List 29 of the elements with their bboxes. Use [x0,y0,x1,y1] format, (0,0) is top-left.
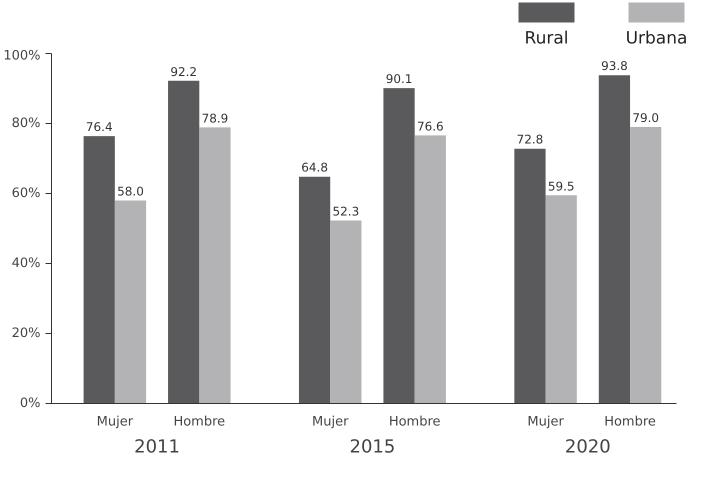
x-tick-label: Hombre [604,414,656,430]
data-label: 52.3 [332,204,360,218]
y-tick-label: 20% [12,326,41,341]
data-label: 76.6 [416,119,444,134]
data-label: 76.4 [86,120,113,134]
data-label: 78.9 [202,111,228,126]
data-label: 79.0 [632,111,660,125]
y-tick-label: 0% [20,396,40,411]
text: 2011 [134,436,180,458]
data-label: 93.8 [601,59,628,74]
x-tick-label: Mujer [527,414,564,430]
legend-label: Rural [524,28,568,48]
x-tick-label: Mujer [96,414,134,430]
y-tick-label: 40% [12,256,41,271]
y-tick-label: 80% [12,116,41,131]
data-label: 90.1 [386,72,412,86]
data-label: 92.2 [170,64,198,79]
data-label: 59.5 [548,179,575,194]
y-tick-label: 100% [3,48,41,64]
data-label: 58.0 [117,184,144,198]
x-tick-label: Hombre [388,414,441,430]
data-label: 72.8 [516,132,544,147]
data-label: 64.8 [301,160,328,175]
legend-label: Urbana [626,28,688,48]
text: 2020 [564,436,611,458]
text: 2015 [350,436,396,458]
x-tick-label: Hombre [173,414,226,430]
y-tick-label: 60% [12,186,41,201]
x-tick-label: Mujer [312,414,350,430]
